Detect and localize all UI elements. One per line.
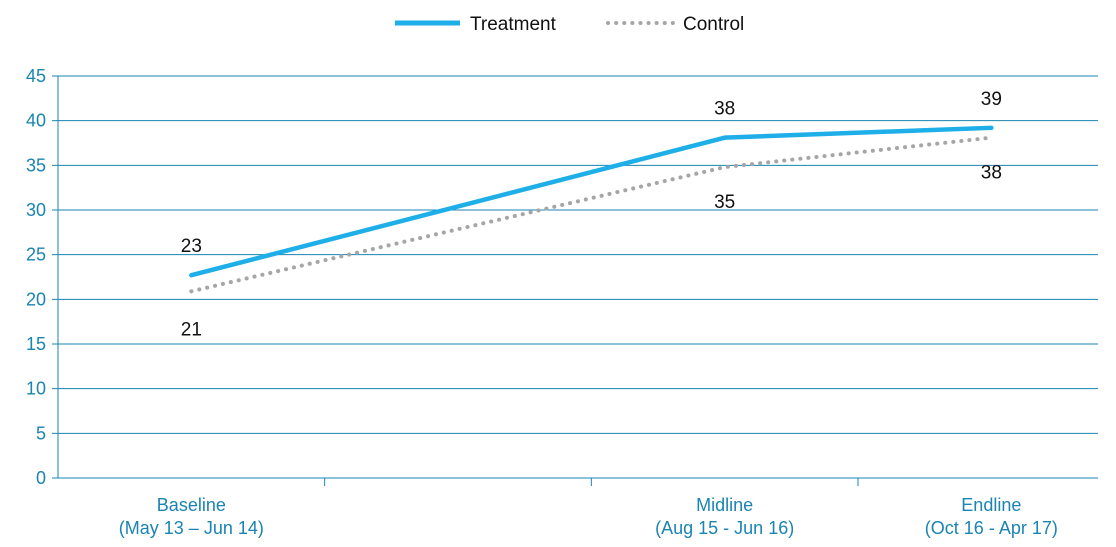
y-tick-label-20: 20 [26, 289, 46, 309]
y-axis: 0 5 10 15 20 25 30 35 40 45 [26, 66, 59, 488]
y-tick-label-45: 45 [26, 66, 46, 86]
series-line-treatment [189, 125, 994, 278]
data-label-control-2: 38 [981, 163, 1002, 184]
y-tick-label-15: 15 [26, 334, 46, 354]
gridlines [58, 75, 1098, 434]
legend: Treatment Control [395, 14, 744, 35]
x-tick-label-endline: Endline (Oct 16 - Apr 17) [925, 495, 1058, 538]
legend-label-control: Control [683, 14, 744, 35]
x-tick-label-midline: Midline (Aug 15 - Jun 16) [655, 495, 794, 538]
data-label-treatment-2: 39 [981, 89, 1002, 110]
plot-area: 23 38 39 21 35 38 [181, 89, 1002, 340]
y-tick-label-40: 40 [26, 111, 46, 131]
y-tick-label-10: 10 [26, 379, 46, 399]
x-axis: Baseline (May 13 – Jun 14) Midline (Aug 15 … [58, 477, 1098, 538]
series-line-control [189, 135, 994, 294]
y-tick-label-0: 0 [36, 468, 46, 488]
data-label-control-0: 21 [181, 319, 202, 340]
x-tick-label-baseline: Baseline (May 13 – Jun 14) [119, 495, 264, 538]
y-tick-label-5: 5 [36, 423, 46, 443]
y-tick-label-30: 30 [26, 200, 46, 220]
data-label-treatment-1: 38 [714, 99, 735, 120]
data-label-treatment-0: 23 [181, 236, 202, 257]
y-tick-label-35: 35 [26, 155, 46, 175]
legend-label-treatment: Treatment [470, 14, 557, 35]
data-label-control-1: 35 [714, 192, 735, 213]
y-tick-label-25: 25 [26, 245, 46, 265]
